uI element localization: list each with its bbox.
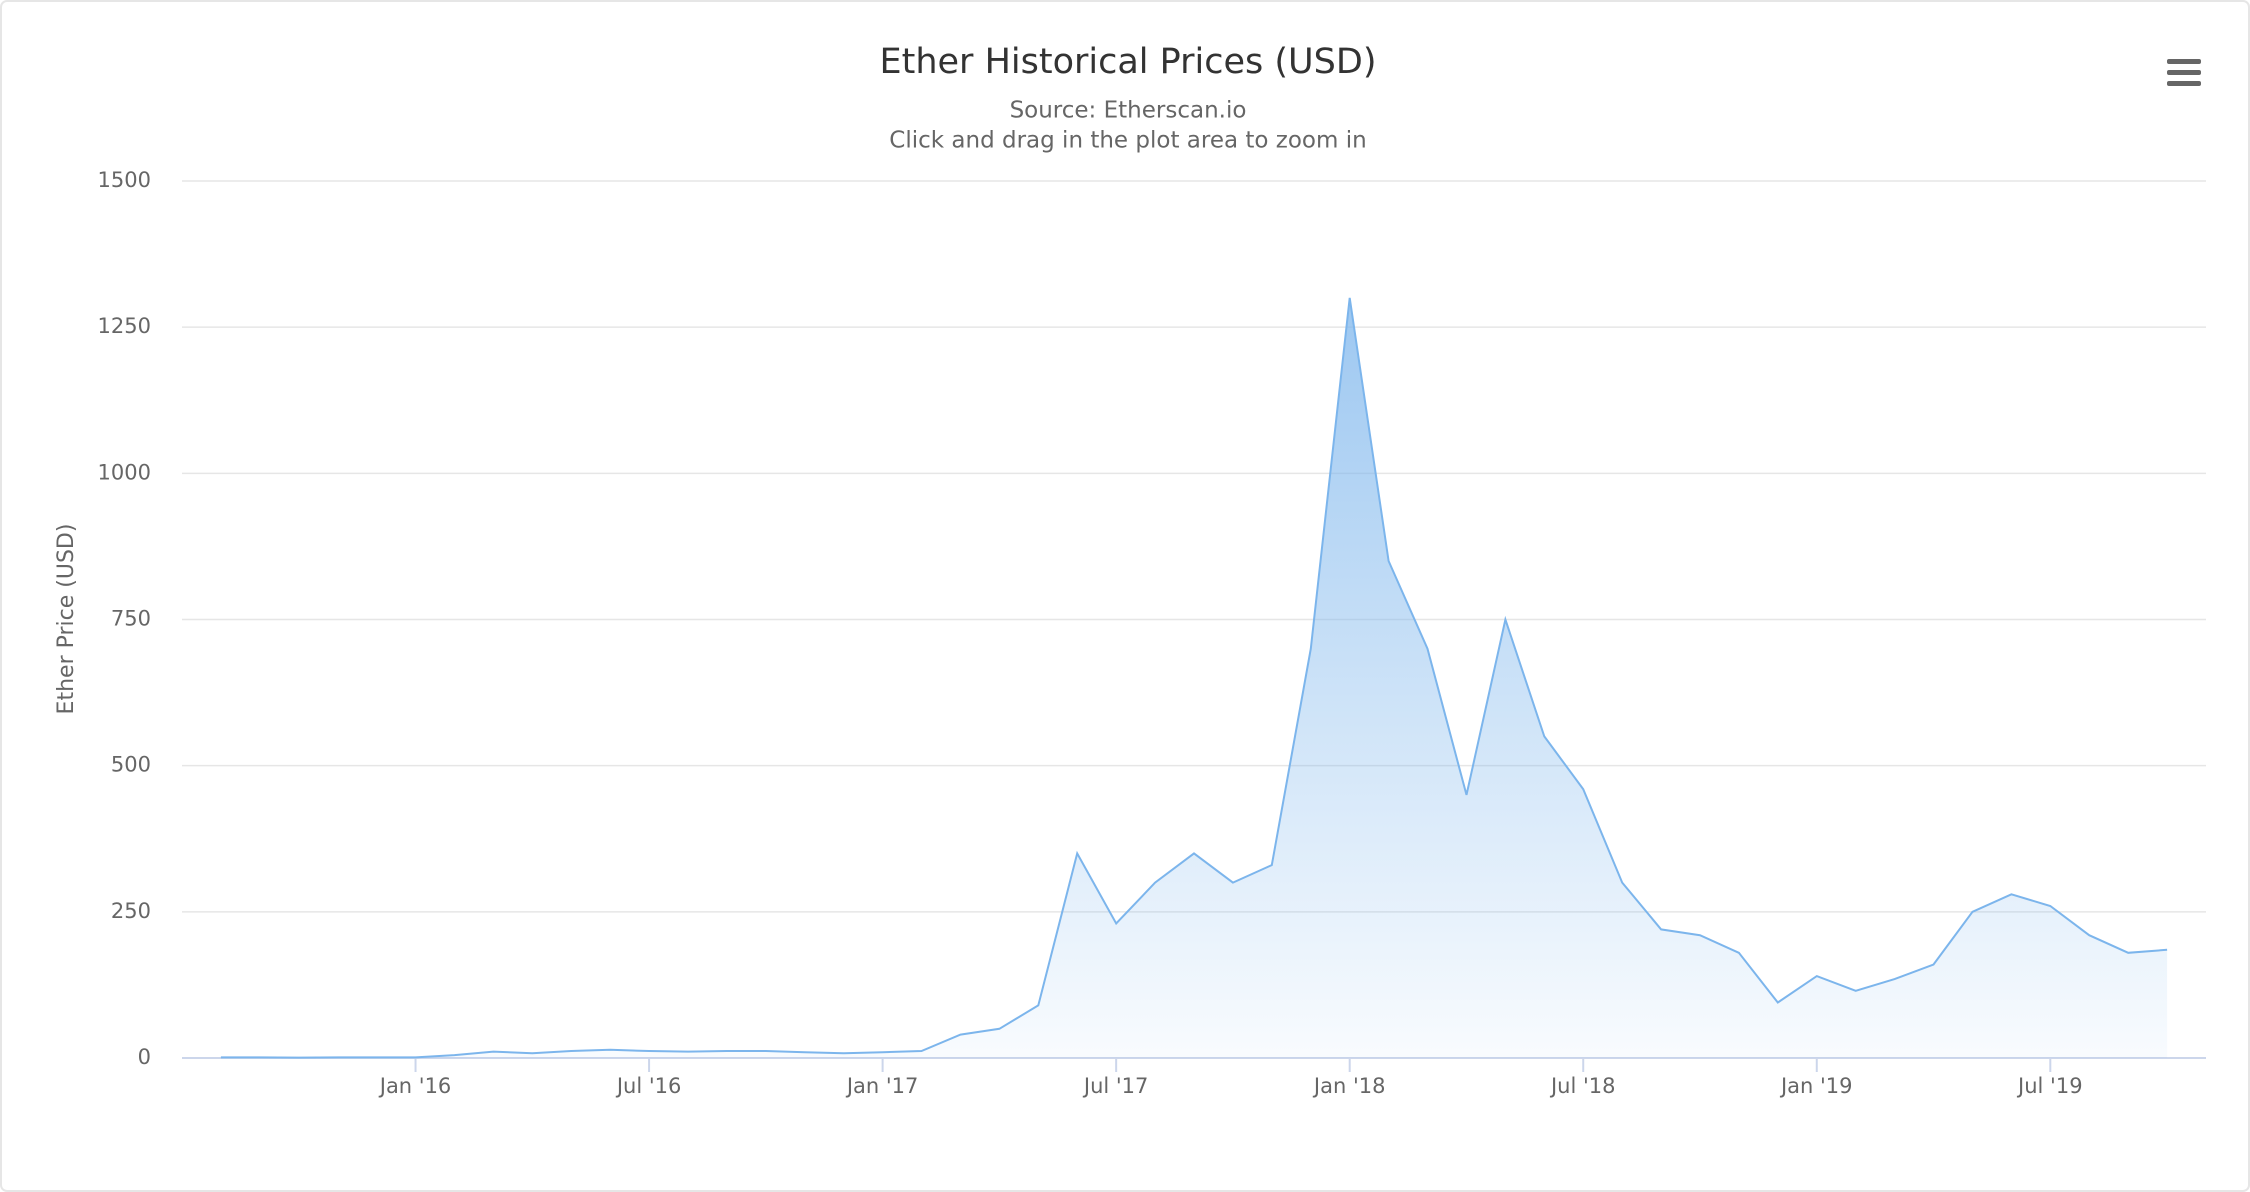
menu-button[interactable]	[2164, 56, 2204, 90]
area-fill	[220, 297, 2168, 1058]
chart-title: Ether Historical Prices (USD)	[880, 42, 1377, 82]
y-tick-label: 0	[138, 1045, 151, 1069]
x-tick-label: Jul '19	[2016, 1074, 2083, 1098]
y-tick-label: 1500	[98, 168, 151, 192]
y-axis-title: Ether Price (USD)	[54, 524, 79, 715]
instruction: Click and drag in the plot area to zoom …	[889, 128, 1366, 154]
chart-subtitle: Source: Etherscan.io	[1010, 98, 1247, 124]
area-line	[220, 297, 2168, 1059]
x-tick-label: Jan '19	[1779, 1074, 1853, 1098]
y-tick-label: 1250	[98, 314, 151, 338]
x-tick-label: Jul '16	[615, 1074, 682, 1098]
y-tick-label: 750	[111, 607, 151, 631]
x-tick-label: Jan '17	[845, 1074, 919, 1098]
x-tick-label: Jul '17	[1082, 1074, 1149, 1098]
y-tick-label: 250	[111, 899, 151, 923]
y-tick-label: 1000	[98, 460, 151, 484]
x-tick-label: Jan '16	[378, 1074, 452, 1098]
x-tick-label: Jul '18	[1549, 1074, 1616, 1098]
y-tick-label: 500	[111, 753, 151, 777]
x-tick-label: Jan '18	[1312, 1074, 1386, 1098]
